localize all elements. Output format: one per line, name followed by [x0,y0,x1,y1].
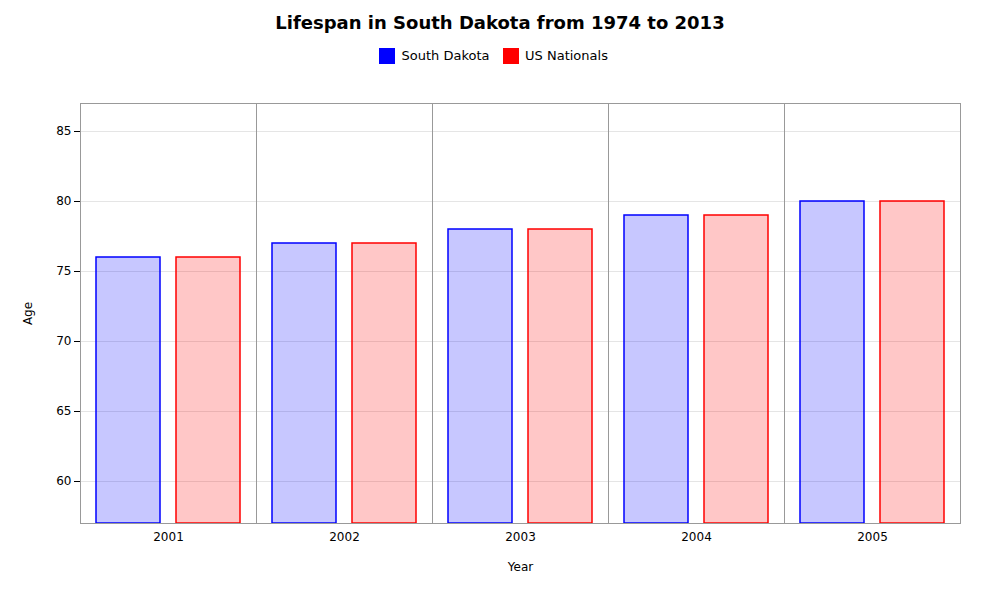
svg-text:60: 60 [56,474,71,488]
svg-text:80: 80 [56,194,71,208]
html-text:Lifespan in South Dakota from: Lifespan in South Dakota from 1974 to 20… [275,12,725,33]
svg-text:2004: 2004 [681,530,712,544]
svg-text:2003: 2003 [505,530,536,544]
svg-text:2001: 2001 [153,530,184,544]
svg-text:Year: Year [507,559,533,573]
html-text:US Nationals: US Nationals [525,48,608,63]
svg-text:75: 75 [56,264,71,278]
svg-text:85: 85 [56,124,71,138]
html-text:South Dakota: South Dakota [401,48,490,63]
svg-text:Age: Age [21,301,35,324]
svg-text:70: 70 [56,334,71,348]
svg-text:2002: 2002 [329,530,360,544]
svg-text:65: 65 [56,404,71,418]
svg-text:2005: 2005 [857,530,888,544]
